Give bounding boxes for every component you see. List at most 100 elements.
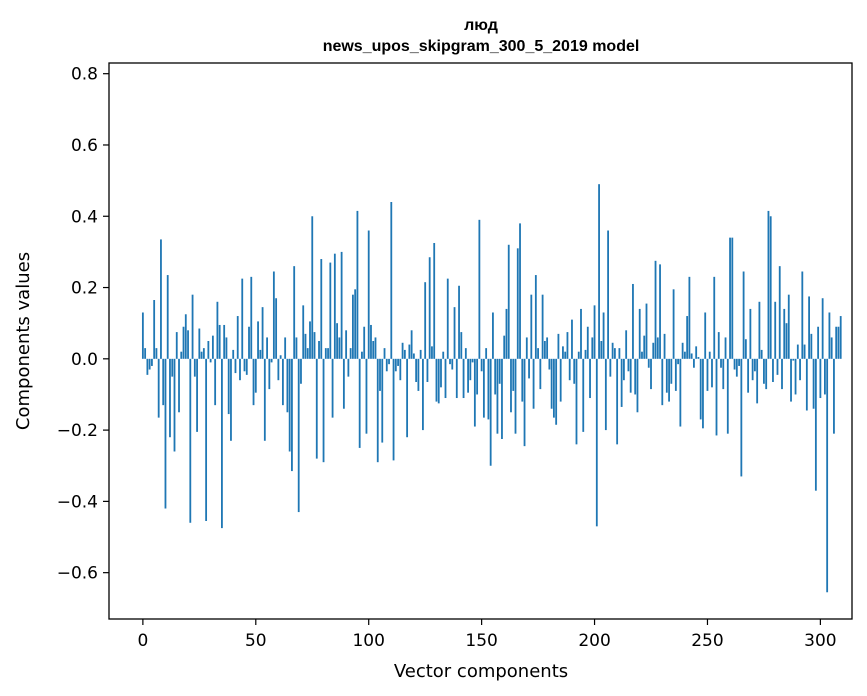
bar-56 xyxy=(268,358,271,390)
bar-161 xyxy=(505,308,508,359)
bar-208 xyxy=(611,342,614,359)
bar-171 xyxy=(528,358,530,379)
bar-49 xyxy=(252,358,255,406)
bar-301 xyxy=(821,298,824,359)
bar-165 xyxy=(514,358,517,434)
bar-133 xyxy=(442,351,445,359)
bar-3 xyxy=(148,358,151,370)
bar-211 xyxy=(618,348,621,359)
bar-281 xyxy=(776,358,779,375)
bar-130 xyxy=(435,358,438,402)
bar-174 xyxy=(534,275,537,359)
bar-173 xyxy=(532,358,535,409)
bar-219 xyxy=(636,358,639,413)
chart-title-line2: news_upos_skipgram_300_5_2019 model xyxy=(323,38,640,55)
bar-122 xyxy=(417,358,420,391)
x-tick-label: 200 xyxy=(578,631,610,651)
bar-202 xyxy=(598,184,600,359)
y-tick-label: 0.6 xyxy=(71,136,98,156)
bar-38 xyxy=(227,358,230,415)
bar-17 xyxy=(180,351,183,359)
bar-155 xyxy=(492,312,494,359)
bar-2 xyxy=(146,358,149,375)
bar-21 xyxy=(189,358,192,523)
bar-119 xyxy=(410,330,413,359)
bar-123 xyxy=(419,349,422,359)
bar-302 xyxy=(824,358,826,395)
bar-106 xyxy=(381,358,384,443)
bar-250 xyxy=(706,358,709,391)
bar-76 xyxy=(313,332,316,359)
bar-195 xyxy=(582,358,585,432)
bar-228 xyxy=(656,337,659,359)
bar-148 xyxy=(476,358,479,395)
bar-91 xyxy=(347,358,350,377)
bar-34 xyxy=(218,324,221,359)
bar-236 xyxy=(674,358,677,391)
bar-181 xyxy=(550,358,553,409)
bar-12 xyxy=(169,358,171,438)
bar-237 xyxy=(677,358,680,365)
bar-124 xyxy=(422,358,424,431)
bar-134 xyxy=(444,358,447,399)
bar-22 xyxy=(191,294,194,359)
bar-6 xyxy=(155,348,158,359)
bar-217 xyxy=(632,283,634,359)
bar-172 xyxy=(530,294,533,359)
bar-220 xyxy=(638,308,641,359)
bar-258 xyxy=(724,337,727,359)
bar-279 xyxy=(772,358,774,382)
bar-36 xyxy=(223,324,226,359)
bar-188 xyxy=(566,332,569,359)
y-tick-label: 0.2 xyxy=(71,279,98,299)
bar-198 xyxy=(589,358,591,399)
bar-176 xyxy=(539,358,542,390)
bar-190 xyxy=(571,319,573,359)
bar-151 xyxy=(482,358,485,418)
bar-193 xyxy=(577,351,580,359)
bar-234 xyxy=(670,358,673,384)
bar-291 xyxy=(799,358,801,381)
bar-194 xyxy=(580,308,582,359)
bar-53 xyxy=(261,307,264,359)
bar-296 xyxy=(810,333,813,359)
bar-1 xyxy=(144,348,147,359)
bar-213 xyxy=(623,358,625,381)
bar-81 xyxy=(324,348,327,359)
bar-182 xyxy=(552,358,555,418)
bar-265 xyxy=(740,358,743,477)
bar-272 xyxy=(756,358,759,404)
bar-98 xyxy=(363,326,366,359)
bar-95 xyxy=(356,210,359,359)
bar-27 xyxy=(202,348,205,359)
bar-115 xyxy=(401,342,404,359)
bar-35 xyxy=(221,358,223,529)
bar-158 xyxy=(498,358,501,384)
bar-72 xyxy=(304,333,307,359)
bar-233 xyxy=(668,358,670,402)
bar-221 xyxy=(641,351,643,359)
bar-183 xyxy=(555,358,558,425)
bar-44 xyxy=(241,278,244,359)
bar-121 xyxy=(415,358,418,382)
bar-286 xyxy=(787,294,790,359)
bar-107 xyxy=(383,348,386,359)
bar-104 xyxy=(376,358,379,463)
bar-136 xyxy=(449,358,451,365)
bar-87 xyxy=(338,337,341,359)
bar-100 xyxy=(367,230,370,359)
bar-216 xyxy=(629,358,632,393)
bar-159 xyxy=(501,358,503,440)
y-tick-label: −0.4 xyxy=(57,492,98,512)
bar-32 xyxy=(214,358,217,406)
bar-48 xyxy=(250,276,253,359)
bar-191 xyxy=(573,358,576,384)
bar-199 xyxy=(591,337,594,359)
bar-282 xyxy=(778,266,781,359)
bar-203 xyxy=(600,341,603,359)
bar-160 xyxy=(503,335,506,359)
bar-20 xyxy=(187,330,189,359)
bar-299 xyxy=(817,326,820,359)
bar-66 xyxy=(291,358,293,472)
bar-163 xyxy=(510,358,512,413)
